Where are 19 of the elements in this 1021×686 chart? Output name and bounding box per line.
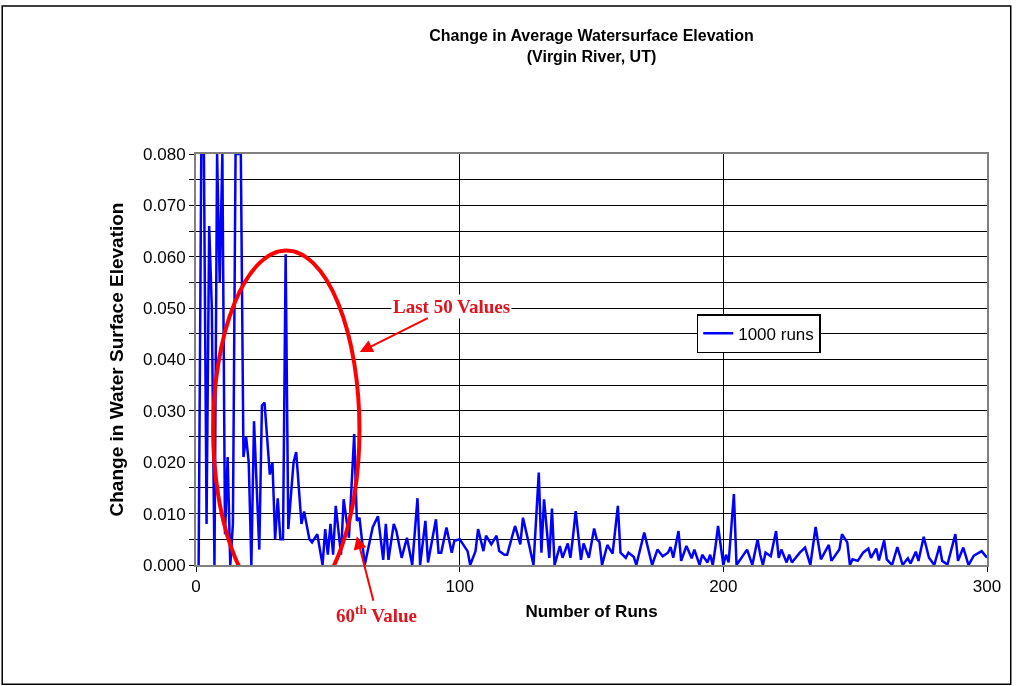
y-tick-label: 0.060 [143,247,186,267]
y-tick-label: 0.020 [143,453,186,473]
y-tick-label: 0.080 [143,144,186,164]
annotation: Last 50 Values [393,296,511,317]
y-tick-label: 0.000 [143,555,186,575]
x-tick-label: 100 [445,577,474,597]
x-axis-title: Number of Runs [525,602,658,622]
y-tick-label: 0.050 [143,299,186,319]
y-tick-label: 0.040 [143,350,186,370]
y-tick-label: 0.070 [143,196,186,216]
x-tick-label: 200 [709,577,738,597]
chart-title: Change in Average Watersurface Elevation (Virgin River, UT) [429,27,754,65]
y-axis-title: Change in Water Surface Elevation [106,202,128,517]
legend-label: 1000 runs [738,324,814,344]
x-tick-label: 300 [972,577,1002,597]
y-tick-label: 0.030 [143,401,186,421]
y-tick-label: 0.010 [143,504,186,524]
x-tick-label: 0 [191,577,201,597]
annotation: 60$^{th}$ Value [336,602,417,626]
